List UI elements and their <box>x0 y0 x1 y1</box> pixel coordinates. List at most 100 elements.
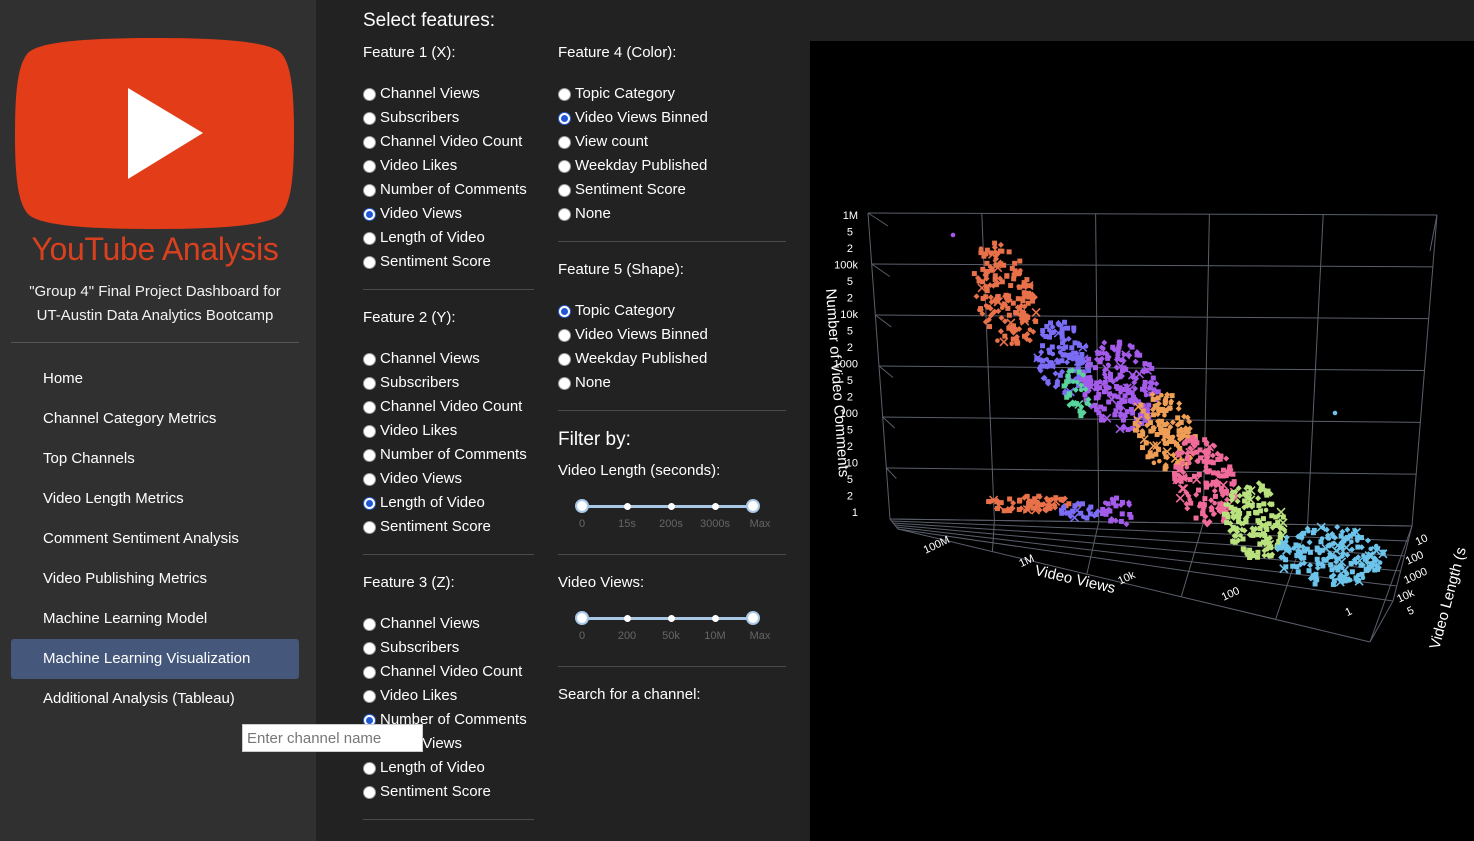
scatter-point <box>1211 487 1218 494</box>
feature3-radio[interactable] <box>363 665 376 679</box>
nav-item-channel-category-metrics[interactable]: Channel Category Metrics <box>43 410 217 427</box>
feature5-option[interactable]: None <box>558 371 786 395</box>
feature1-radio[interactable] <box>363 159 376 173</box>
scatter-point <box>1158 426 1164 432</box>
channel-search-input[interactable] <box>242 724 423 752</box>
scatter-point <box>1059 358 1065 364</box>
scatter-3d-plot[interactable]: 1M 5 2 100k 5 2 10k 5 2 1000 5 2 100 5 2 10 5 2 1 100M 1M 10… <box>810 41 1474 841</box>
nav-item-machine-learning-model[interactable]: Machine Learning Model <box>43 610 208 627</box>
feature3-option[interactable]: Length of Video <box>363 756 535 780</box>
feature4-option[interactable]: None <box>558 202 786 226</box>
slider-handle-min[interactable] <box>575 499 589 513</box>
feature4-radio[interactable] <box>558 183 571 197</box>
feature1-option[interactable]: Channel Views <box>363 82 535 106</box>
feature2-option[interactable]: Subscribers <box>363 371 535 395</box>
scatter-point <box>1019 313 1025 319</box>
feature2-radio[interactable] <box>363 496 376 510</box>
feature3-option[interactable]: Video Likes <box>363 684 535 708</box>
nav-item-video-publishing-metrics[interactable]: Video Publishing Metrics <box>43 570 207 587</box>
feature4-option[interactable]: Sentiment Score <box>558 178 786 202</box>
feature1-radio[interactable] <box>363 183 376 197</box>
feature4-radio[interactable] <box>558 135 571 149</box>
scatter-point <box>1257 508 1263 514</box>
feature3-option[interactable]: Number of Comments <box>363 708 535 732</box>
feature2-radio[interactable] <box>363 400 376 414</box>
feature4-option[interactable]: Topic Category <box>558 82 786 106</box>
feature3-option[interactable]: Subscribers <box>363 636 535 660</box>
feature1-option[interactable]: Length of Video <box>363 226 535 250</box>
feature5-radio[interactable] <box>558 304 571 318</box>
feature1-radio[interactable] <box>363 135 376 149</box>
feature1-option[interactable]: Sentiment Score <box>363 250 535 274</box>
feature5-radio[interactable] <box>558 352 571 366</box>
feature1-option[interactable]: Number of Comments <box>363 178 535 202</box>
feature2-radio[interactable] <box>363 472 376 486</box>
slider-handle-min[interactable] <box>575 611 589 625</box>
feature2-option[interactable]: Channel Video Count <box>363 395 535 419</box>
feature3-radio[interactable] <box>363 689 376 703</box>
grid-line <box>1429 214 1438 252</box>
feature5-radio[interactable] <box>558 376 571 390</box>
nav-item-additional-analysis-tableau[interactable]: Additional Analysis (Tableau) <box>43 690 235 707</box>
feature1-option[interactable]: Video Likes <box>363 154 535 178</box>
scatter-point <box>1078 387 1084 393</box>
scatter-point <box>1022 293 1029 300</box>
feature1-radio[interactable] <box>363 231 376 245</box>
feature2-option[interactable]: Video Views <box>363 467 535 491</box>
feature3-radio[interactable] <box>363 641 376 655</box>
feature4-option[interactable]: Video Views Binned <box>558 106 786 130</box>
scatter-point <box>1018 505 1025 512</box>
feature1-option[interactable]: Video Views <box>363 202 535 226</box>
feature1-radio[interactable] <box>363 207 376 221</box>
scatter-point <box>1083 344 1089 349</box>
feature2-option[interactable]: Video Likes <box>363 419 535 443</box>
feature3-option[interactable]: Sentiment Score <box>363 780 535 804</box>
feature3-radio[interactable] <box>363 617 376 631</box>
feature2-option[interactable]: Length of Video <box>363 491 535 515</box>
feature4-option[interactable]: Weekday Published <box>558 154 786 178</box>
feature3-radio[interactable] <box>363 761 376 775</box>
feature2-radio[interactable] <box>363 520 376 534</box>
slider-handle-max[interactable] <box>746 611 760 625</box>
feature2-option[interactable]: Sentiment Score <box>363 515 535 539</box>
feature1-radio[interactable] <box>363 111 376 125</box>
nav-item-comment-sentiment-analysis[interactable]: Comment Sentiment Analysis <box>43 530 239 547</box>
feature2-radio[interactable] <box>363 424 376 438</box>
feature2-radio[interactable] <box>363 376 376 390</box>
slider-handle-max[interactable] <box>746 499 760 513</box>
feature1-radio[interactable] <box>363 87 376 101</box>
nav-item-machine-learning-visualization[interactable]: Machine Learning Visualization <box>11 639 299 679</box>
scatter-point <box>1115 424 1125 434</box>
feature1-radio[interactable] <box>363 255 376 269</box>
scatter-point <box>1020 298 1026 304</box>
video-views-range-slider[interactable]: 0 200 50k 10M Max <box>575 610 775 650</box>
feature2-radio[interactable] <box>363 448 376 462</box>
feature5-option[interactable]: Topic Category <box>558 299 786 323</box>
scatter-point <box>1196 487 1202 493</box>
feature1-option[interactable]: Subscribers <box>363 106 535 130</box>
feature1-option[interactable]: Channel Video Count <box>363 130 535 154</box>
video-length-range-slider[interactable]: 0 15s 200s 3000s Max <box>575 498 775 538</box>
scatter-point <box>1366 552 1373 559</box>
feature3-option[interactable]: Channel Views <box>363 612 535 636</box>
nav-item-top-channels[interactable]: Top Channels <box>43 450 135 467</box>
feature4-radio[interactable] <box>558 159 571 173</box>
feature5-option[interactable]: Weekday Published <box>558 347 786 371</box>
scatter-point <box>1250 532 1256 538</box>
feature3-option[interactable]: Channel Video Count <box>363 660 535 684</box>
feature4-radio[interactable] <box>558 87 571 101</box>
scatter-point <box>1040 358 1046 364</box>
feature2-option[interactable]: Number of Comments <box>363 443 535 467</box>
scatter-point <box>1337 575 1343 581</box>
feature2-option[interactable]: Channel Views <box>363 347 535 371</box>
feature5-option[interactable]: Video Views Binned <box>558 323 786 347</box>
feature2-radio[interactable] <box>363 352 376 366</box>
feature4-radio[interactable] <box>558 207 571 221</box>
feature5-radio[interactable] <box>558 328 571 342</box>
nav-item-home[interactable]: Home <box>43 370 84 387</box>
feature4-option[interactable]: View count <box>558 130 786 154</box>
nav-item-video-length-metrics[interactable]: Video Length Metrics <box>43 490 184 507</box>
feature3-radio[interactable] <box>363 785 376 799</box>
feature4-radio[interactable] <box>558 111 571 125</box>
